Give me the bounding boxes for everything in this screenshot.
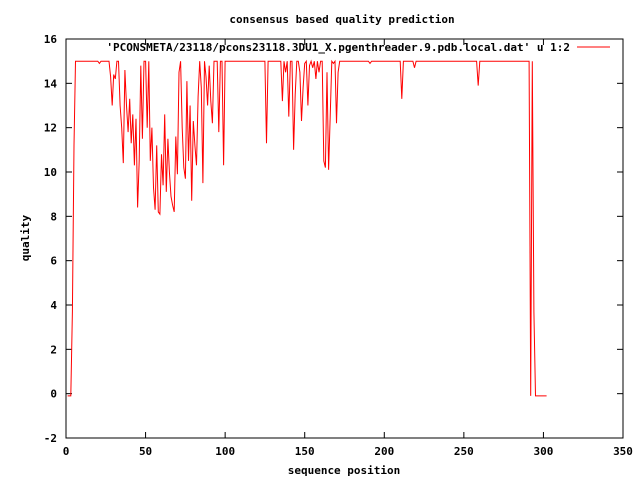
x-tick-label: 200 xyxy=(374,445,394,458)
x-axis: 0 50 100 150 200 250 300 350 xyxy=(63,39,633,458)
y-tick-label: 14 xyxy=(44,77,58,90)
y-tick-label: 6 xyxy=(50,255,57,268)
x-tick-label: 300 xyxy=(533,445,553,458)
y-tick-label: 4 xyxy=(50,299,57,312)
plot-frame xyxy=(65,38,624,439)
y-tick-label: 10 xyxy=(44,166,57,179)
y-tick-label: 0 xyxy=(50,388,57,401)
legend-label: 'PCONSMETA/23118/pcons23118.3DU1_X.pgent… xyxy=(106,41,570,54)
series-line xyxy=(67,59,547,397)
y-tick-label: -2 xyxy=(44,432,57,445)
x-tick-label: 0 xyxy=(63,445,70,458)
series-layer xyxy=(67,59,547,397)
x-tick-label: 50 xyxy=(139,445,152,458)
x-tick-label: 350 xyxy=(613,445,633,458)
y-tick-label: 2 xyxy=(50,343,57,356)
chart-title: consensus based quality prediction xyxy=(229,13,454,26)
y-tick-label: 16 xyxy=(44,33,58,46)
x-tick-label: 150 xyxy=(295,445,315,458)
x-tick-label: 250 xyxy=(454,445,474,458)
x-axis-label: sequence position xyxy=(288,464,401,477)
y-tick-label: 12 xyxy=(44,122,57,135)
x-tick-label: 100 xyxy=(215,445,235,458)
legend: 'PCONSMETA/23118/pcons23118.3DU1_X.pgent… xyxy=(106,41,610,54)
y-axis: -2 0 2 4 6 8 10 12 14 16 xyxy=(44,33,623,445)
y-tick-label: 8 xyxy=(50,210,57,223)
y-axis-label: quality xyxy=(19,214,32,261)
